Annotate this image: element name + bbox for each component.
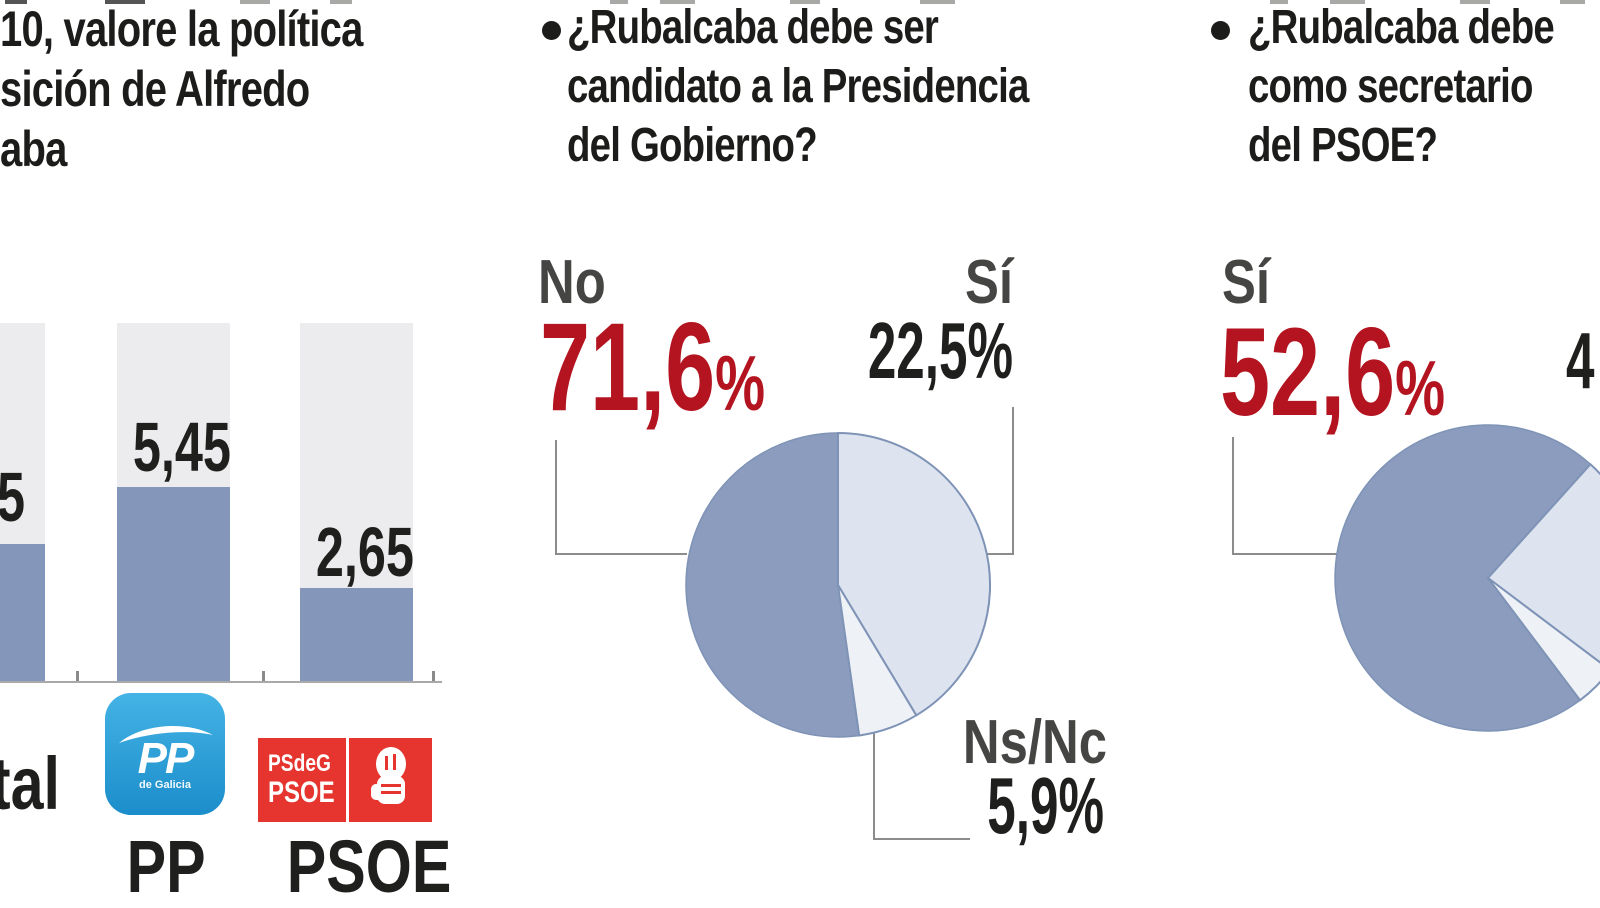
pie2-slice-pale — [1487, 577, 1600, 702]
psoe-logo-top-text: PSdeG — [268, 750, 331, 777]
cropped-text-fragment — [660, 0, 695, 4]
leader-line-si2 — [1232, 437, 1340, 555]
bar-pp — [117, 487, 230, 683]
pie1-si-label: Sí — [964, 248, 1013, 317]
bar-value-pp: 5,45 — [132, 408, 231, 486]
pie1-slice-nsnc — [837, 584, 918, 737]
psoe-fist-rose-icon — [371, 747, 406, 804]
percent-sign: % — [1395, 344, 1446, 432]
pie2-si-label: Sí — [1222, 248, 1271, 317]
pie2-slice-light — [1486, 462, 1600, 664]
bar-value-psoe: 2,65 — [315, 513, 414, 591]
pie1-title: ¿Rubalcaba debe ser candidato a la Presi… — [567, 0, 1029, 175]
axis-tick — [262, 671, 265, 681]
pie1-nsnc-label: Ns/Nc — [962, 708, 1107, 777]
axis-label-pp: PP — [126, 825, 206, 908]
pie2-si-value: 52,6% — [1220, 303, 1446, 442]
pp-logo-text: PP — [137, 734, 195, 783]
psoe-emblem — [349, 738, 432, 822]
title-line: ¿Rubalcaba debe — [1248, 1, 1555, 54]
cropped-text-fragment — [1460, 0, 1490, 4]
cropped-text-fragment — [105, 0, 145, 4]
pie1-nsnc-value: 5,9% — [987, 761, 1104, 850]
cropped-text-fragment — [1560, 0, 1585, 4]
axis-label-total: tal — [0, 742, 60, 825]
title-line: candidato a la Presidencia — [567, 60, 1029, 113]
pie2-truncated-value: 4 — [1566, 316, 1595, 405]
axis-tick — [432, 671, 435, 681]
leader-line-nsnc — [873, 723, 970, 840]
cropped-text-fragment — [920, 0, 955, 4]
title-line: ¿Rubalcaba debe ser — [567, 1, 939, 54]
cropped-text-fragment — [1270, 0, 1288, 4]
leader-line-no — [555, 440, 687, 555]
pp-gaviota-icon — [119, 725, 213, 743]
pie-chart-candidato — [685, 431, 991, 738]
cropped-text-fragment — [5, 0, 27, 4]
psoe-logo-bottom-text: PSOE — [268, 776, 335, 809]
bullet-icon — [542, 21, 561, 40]
bullet-icon — [1211, 21, 1230, 40]
pp-logo-subtext: de Galicia — [139, 779, 191, 791]
pie2-slice-si — [1334, 424, 1592, 732]
pie1-no-value: 71,6% — [540, 298, 766, 437]
title-line: aba — [0, 121, 67, 177]
psoe-logo: PSdeG PSOE — [258, 738, 346, 822]
cropped-text-fragment — [330, 0, 352, 4]
title-line: del PSOE? — [1248, 119, 1438, 172]
cropped-text-fragment — [790, 0, 820, 4]
leader-line-si — [985, 407, 1014, 555]
percent-sign: % — [715, 339, 766, 427]
axis-label-psoe: PSOE — [286, 825, 452, 908]
axis-tick — [76, 671, 79, 681]
title-line: sición de Alfredo — [0, 61, 310, 117]
bar-chart-title: 10, valore la política sición de Alfredo… — [0, 0, 363, 179]
title-line: del Gobierno? — [567, 119, 818, 172]
cropped-text-fragment — [240, 0, 270, 4]
pie2-title: ¿Rubalcaba debe como secretario del PSOE… — [1248, 0, 1555, 175]
cropped-text-fragment — [1330, 0, 1365, 4]
title-line: 10, valore la política — [0, 1, 363, 57]
bar-psoe — [300, 588, 413, 683]
x-axis-line — [0, 681, 442, 683]
pie1-no-label: No — [538, 248, 606, 317]
title-line: como secretario — [1248, 60, 1533, 113]
pp-logo: PP de Galicia — [105, 693, 225, 815]
pie-chart-secretario — [1334, 424, 1600, 732]
pie1-slice-si — [837, 431, 991, 717]
pie1-si-value: 22,5% — [867, 306, 1013, 395]
cropped-text-fragment — [610, 0, 628, 4]
bar-value-total: 5 — [0, 462, 25, 532]
bar-total — [0, 544, 45, 683]
